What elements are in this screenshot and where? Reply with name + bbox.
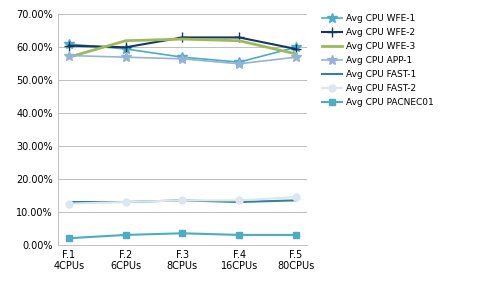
Avg CPU WFE-3 bbox=[293, 52, 299, 56]
Avg CPU WFE-3 bbox=[66, 56, 72, 59]
Avg CPU WFE-2 bbox=[236, 36, 242, 39]
Avg CPU WFE-1 bbox=[66, 42, 72, 46]
Line: Avg CPU WFE-3: Avg CPU WFE-3 bbox=[69, 39, 296, 57]
Line: Avg CPU WFE-2: Avg CPU WFE-2 bbox=[64, 33, 300, 54]
Avg CPU APP-1 bbox=[180, 57, 185, 60]
Avg CPU FAST-1 bbox=[123, 200, 129, 204]
Avg CPU FAST-2 bbox=[123, 200, 129, 204]
Avg CPU FAST-2 bbox=[180, 199, 185, 202]
Avg CPU FAST-2 bbox=[236, 199, 242, 202]
Avg CPU FAST-1 bbox=[293, 199, 299, 202]
Avg CPU WFE-1 bbox=[236, 60, 242, 64]
Avg CPU WFE-1 bbox=[123, 47, 129, 51]
Avg CPU WFE-3 bbox=[123, 39, 129, 42]
Avg CPU APP-1 bbox=[293, 56, 299, 59]
Line: Avg CPU FAST-1: Avg CPU FAST-1 bbox=[69, 200, 296, 202]
Avg CPU PACNEC01 bbox=[66, 236, 72, 240]
Line: Avg CPU FAST-2: Avg CPU FAST-2 bbox=[65, 194, 300, 207]
Avg CPU PACNEC01 bbox=[293, 233, 299, 237]
Avg CPU FAST-1 bbox=[236, 200, 242, 204]
Avg CPU WFE-3 bbox=[236, 39, 242, 42]
Avg CPU APP-1 bbox=[123, 56, 129, 59]
Avg CPU APP-1 bbox=[66, 54, 72, 57]
Avg CPU WFE-3 bbox=[180, 37, 185, 41]
Avg CPU WFE-1 bbox=[293, 46, 299, 49]
Line: Avg CPU WFE-1: Avg CPU WFE-1 bbox=[64, 39, 300, 67]
Avg CPU APP-1 bbox=[236, 62, 242, 65]
Avg CPU WFE-2 bbox=[293, 47, 299, 51]
Avg CPU WFE-2 bbox=[66, 44, 72, 48]
Legend: Avg CPU WFE-1, Avg CPU WFE-2, Avg CPU WFE-3, Avg CPU APP-1, Avg CPU FAST-1, Avg : Avg CPU WFE-1, Avg CPU WFE-2, Avg CPU WF… bbox=[322, 14, 434, 107]
Avg CPU WFE-2 bbox=[123, 46, 129, 49]
Avg CPU WFE-2 bbox=[180, 36, 185, 39]
Avg CPU PACNEC01 bbox=[236, 233, 242, 237]
Line: Avg CPU APP-1: Avg CPU APP-1 bbox=[64, 51, 300, 69]
Avg CPU FAST-1 bbox=[66, 200, 72, 204]
Avg CPU PACNEC01 bbox=[180, 232, 185, 235]
Avg CPU PACNEC01 bbox=[123, 233, 129, 237]
Line: Avg CPU PACNEC01: Avg CPU PACNEC01 bbox=[65, 230, 300, 242]
Avg CPU FAST-2 bbox=[293, 195, 299, 199]
Avg CPU FAST-2 bbox=[66, 202, 72, 205]
Avg CPU FAST-1 bbox=[180, 199, 185, 202]
Avg CPU WFE-1 bbox=[180, 56, 185, 59]
